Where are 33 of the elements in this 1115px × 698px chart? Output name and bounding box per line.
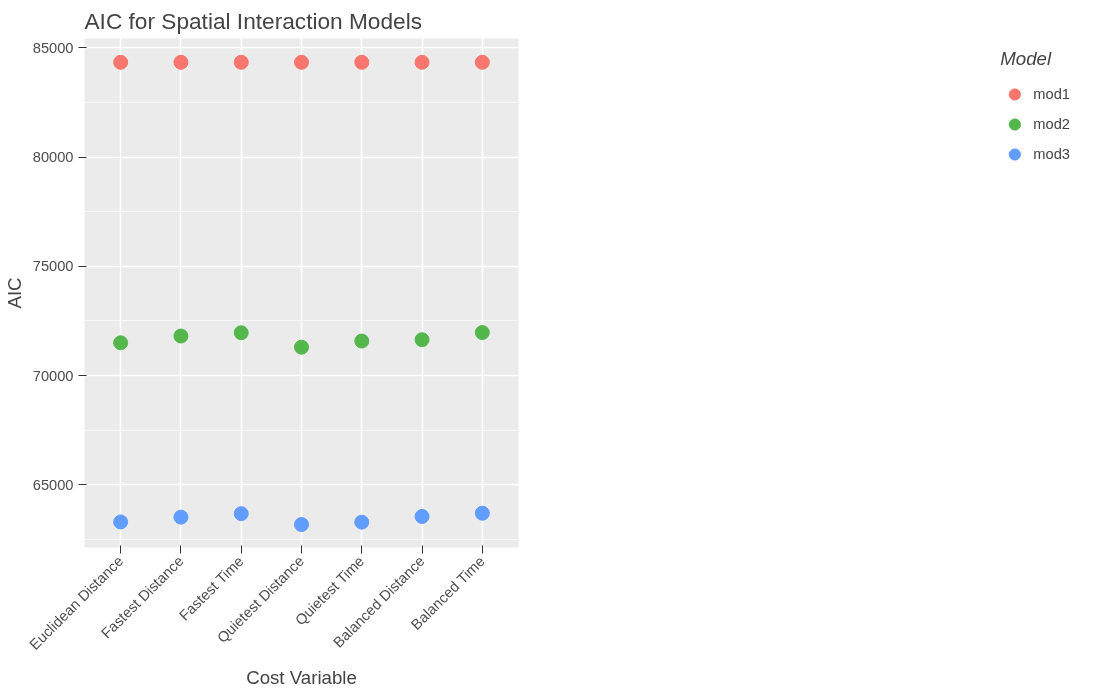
point xyxy=(173,509,189,525)
point xyxy=(414,54,430,70)
point xyxy=(173,54,189,70)
y-axis-title: AIC xyxy=(3,277,25,309)
point xyxy=(354,333,370,349)
point xyxy=(474,325,490,341)
point xyxy=(294,517,309,533)
legend-title: Model xyxy=(1000,48,1053,70)
point xyxy=(233,54,249,70)
point xyxy=(173,328,189,344)
point xyxy=(354,514,370,530)
chart-title: AIC for Spatial Interaction Models xyxy=(84,7,422,34)
point xyxy=(233,506,249,522)
point xyxy=(294,339,309,355)
legend-label: mod2 xyxy=(1033,116,1070,132)
legend-label: mod3 xyxy=(1033,146,1070,162)
point xyxy=(414,508,430,524)
point xyxy=(294,54,309,70)
y-tick-label: 70000 xyxy=(32,367,74,384)
y-tick-label: 85000 xyxy=(32,39,74,56)
point xyxy=(414,332,430,348)
point xyxy=(113,54,129,70)
point xyxy=(474,54,490,70)
x-axis-title: Cost Variable xyxy=(246,666,357,688)
y-tick-label: 75000 xyxy=(32,258,74,275)
y-tick-label: 80000 xyxy=(32,149,74,166)
y-tick-label: 65000 xyxy=(32,476,74,493)
point xyxy=(233,325,249,341)
point xyxy=(113,335,129,351)
legend-label: mod1 xyxy=(1033,86,1070,102)
point xyxy=(113,514,129,530)
point xyxy=(474,505,490,521)
point xyxy=(354,54,370,70)
